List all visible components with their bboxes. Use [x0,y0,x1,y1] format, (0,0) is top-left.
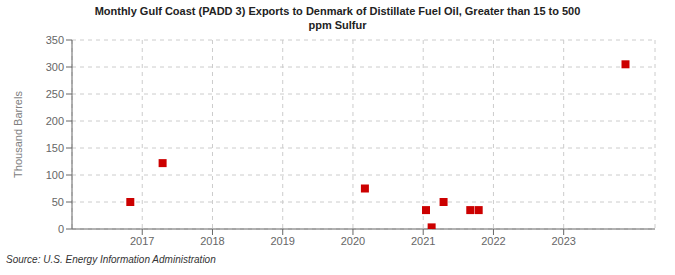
svg-text:100: 100 [46,169,64,181]
svg-text:2022: 2022 [481,235,505,247]
svg-text:2020: 2020 [341,235,365,247]
svg-text:200: 200 [46,115,64,127]
svg-text:2021: 2021 [411,235,435,247]
svg-text:2018: 2018 [200,235,224,247]
html-text:ppm Sulfur: ppm Sulfur [308,19,367,31]
svg-text:Thousand Barrels: Thousand Barrels [12,91,24,178]
svg-text:50: 50 [52,196,64,208]
html-text:Source: U.S. Energy Informatio: Source: U.S. Energy Information Administ… [6,254,216,265]
svg-text:2017: 2017 [130,235,154,247]
html-text:Monthly Gulf Coast (PADD 3) Ex: Monthly Gulf Coast (PADD 3) Exports to D… [94,5,581,17]
svg-text:350: 350 [46,34,64,46]
svg-text:250: 250 [46,88,64,100]
svg-text:2019: 2019 [270,235,294,247]
svg-text:0: 0 [58,223,64,235]
svg-text:2023: 2023 [551,235,575,247]
svg-text:150: 150 [46,142,64,154]
svg-text:300: 300 [46,61,64,73]
